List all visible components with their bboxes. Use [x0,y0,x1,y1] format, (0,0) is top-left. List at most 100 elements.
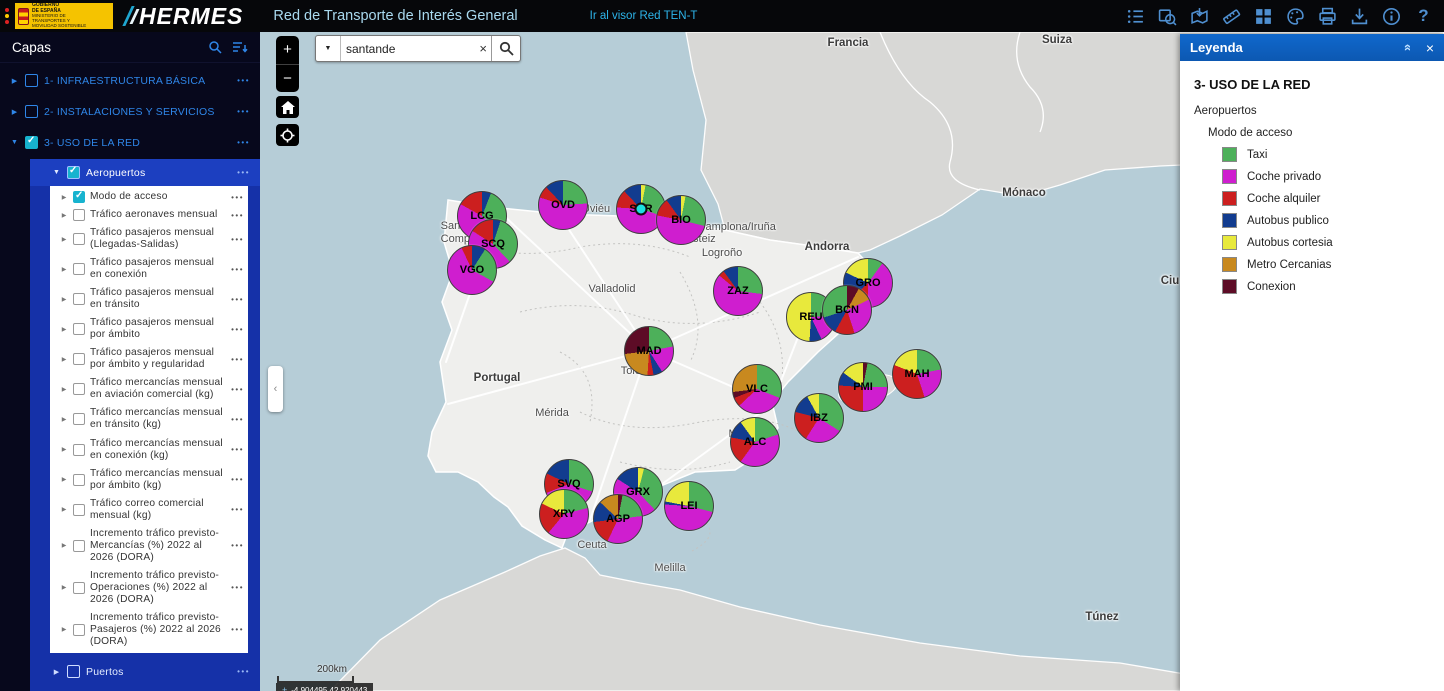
airport-pie-MAD[interactable]: MAD [624,326,674,376]
search-clear-icon[interactable]: × [475,41,491,56]
layer-menu-button[interactable]: ••• [237,76,250,85]
layer-checkbox[interactable] [73,323,85,335]
expand-caret-icon[interactable]: ▶ [60,386,68,393]
expand-caret-icon[interactable]: ▼ [10,139,19,146]
info-icon[interactable] [1381,6,1402,27]
sublayer-row[interactable]: ▶ Incremento tráfico previsto- Pasajeros… [50,609,248,651]
layer-group[interactable]: ▶ 1- INFRAESTRUCTURA BÁSICA ••• [0,67,260,94]
download-icon[interactable] [1349,6,1370,27]
airport-pie-ZAZ[interactable]: ZAZ [713,266,763,316]
airport-pie-PMI[interactable]: PMI [838,362,888,412]
layer-menu-button[interactable]: ••• [231,211,244,220]
layer-menu-button[interactable]: ••• [231,505,244,514]
airport-pie-MAH[interactable]: MAH [892,349,942,399]
sublayer-row[interactable]: ▶ Tráfico pasajeros mensual (Llegadas-Sa… [50,224,248,254]
layer-group[interactable]: ▶ Carreteras ••• [30,685,260,691]
layer-menu-button[interactable]: ••• [231,445,244,454]
sublayer-row[interactable]: ▶ Incremento tráfico previsto- Operacion… [50,567,248,609]
layer-menu-button[interactable]: ••• [231,625,244,634]
layer-checkbox[interactable] [73,474,85,486]
layer-checkbox[interactable] [73,353,85,365]
sublayer-row[interactable]: ▶ Incremento tráfico previsto- Mercancía… [50,525,248,567]
print-icon[interactable] [1317,6,1338,27]
sublayer-row[interactable]: ▶ Tráfico mercancías mensual por ámbito … [50,465,248,495]
layer-aeropuertos[interactable]: ▼ Aeropuertos ••• [30,159,260,186]
sublayer-row[interactable]: ▶ Modo de acceso ••• [50,188,248,206]
layer-menu-button[interactable]: ••• [231,325,244,334]
expand-caret-icon[interactable]: ▼ [52,169,61,176]
airport-pie-IBZ[interactable]: IBZ [794,393,844,443]
add-data-icon[interactable] [1189,6,1210,27]
sublayer-row[interactable]: ▶ Tráfico mercancías mensual en conexión… [50,435,248,465]
zoom-out-button[interactable]: − [276,65,299,93]
airport-pie-LEI[interactable]: LEI [664,481,714,531]
search-source-dropdown[interactable]: ▼ [316,36,341,61]
airport-pie-BIO[interactable]: BIO [656,195,706,245]
layer-menu-button[interactable]: ••• [231,235,244,244]
layer-menu-button[interactable]: ••• [231,583,244,592]
measure-icon[interactable] [1221,6,1242,27]
layer-menu-button[interactable]: ••• [231,193,244,202]
airport-pie-BCN[interactable]: BCN [822,285,872,335]
expand-caret-icon[interactable]: ▶ [60,416,68,423]
expand-caret-icon[interactable]: ▶ [60,266,68,273]
sublayer-row[interactable]: ▶ Tráfico pasajeros mensual en tránsito … [50,284,248,314]
layer-checkbox[interactable] [73,191,85,203]
layer-checkbox[interactable] [73,444,85,456]
help-icon[interactable]: ? [1413,6,1434,27]
layer-checkbox[interactable] [25,105,38,118]
layer-checkbox[interactable] [73,209,85,221]
layer-checkbox[interactable] [25,74,38,87]
search-input[interactable] [341,42,475,56]
sublayer-row[interactable]: ▶ Tráfico aeronaves mensual ••• [50,206,248,224]
layer-checkbox[interactable] [73,624,85,636]
layer-menu-button[interactable]: ••• [231,295,244,304]
layer-checkbox[interactable] [67,166,80,179]
expand-caret-icon[interactable]: ▶ [60,356,68,363]
layer-menu-button[interactable]: ••• [231,415,244,424]
expand-caret-icon[interactable]: ▶ [60,446,68,453]
basemap-gallery-icon[interactable] [1253,6,1274,27]
zoom-in-button[interactable]: + [276,36,299,65]
legend-collapse-icon[interactable]: » [1399,44,1414,51]
layer-group[interactable]: ▶ Puertos ••• [30,659,260,685]
sublayer-row[interactable]: ▶ Tráfico correo comercial mensual (kg) … [50,495,248,525]
sublayer-row[interactable]: ▶ Tráfico mercancías mensual en tránsito… [50,404,248,434]
expand-caret-icon[interactable]: ▶ [60,194,68,201]
search-submit-button[interactable] [491,36,520,61]
layer-checkbox[interactable] [73,293,85,305]
layer-checkbox[interactable] [25,136,38,149]
layer-checkbox[interactable] [67,665,80,678]
feature-search-icon[interactable] [1157,6,1178,27]
layers-filter-icon[interactable] [232,41,248,54]
airport-pie-ALC[interactable]: ALC [730,417,780,467]
airport-pie-VLC[interactable]: VLC [732,364,782,414]
layer-checkbox[interactable] [73,263,85,275]
legend-close-icon[interactable]: × [1426,40,1434,56]
locate-button[interactable] [276,124,299,146]
layer-checkbox[interactable] [73,582,85,594]
tent-viewer-link[interactable]: Ir al visor Red TEN-T [590,10,698,22]
airport-pie-VGO[interactable]: VGO [447,245,497,295]
expand-caret-icon[interactable]: ▶ [60,326,68,333]
layer-menu-button[interactable]: ••• [231,265,244,274]
sublayer-row[interactable]: ▶ Tráfico pasajeros mensual por ámbito •… [50,314,248,344]
expand-caret-icon[interactable]: ▶ [60,626,68,633]
expand-caret-icon[interactable]: ▶ [60,296,68,303]
layer-checkbox[interactable] [73,233,85,245]
airport-pie-AGP[interactable]: AGP [593,494,643,544]
layer-checkbox[interactable] [73,413,85,425]
layer-checkbox[interactable] [73,383,85,395]
sidebar-collapse-handle[interactable]: ‹ [268,366,283,412]
layer-menu-button[interactable]: ••• [237,138,250,147]
sublayer-row[interactable]: ▶ Tráfico mercancías mensual en aviación… [50,374,248,404]
layer-menu-button[interactable]: ••• [231,355,244,364]
layer-group[interactable]: ▼ 3- USO DE LA RED ••• [0,129,260,156]
layer-checkbox[interactable] [73,540,85,552]
sublayer-row[interactable]: ▶ Tráfico pasajeros mensual en conexión … [50,254,248,284]
expand-caret-icon[interactable]: ▶ [60,236,68,243]
home-button[interactable] [276,96,299,118]
expand-caret-icon[interactable]: ▶ [60,212,68,219]
expand-caret-icon[interactable]: ▶ [60,584,68,591]
expand-caret-icon[interactable]: ▶ [60,506,68,513]
